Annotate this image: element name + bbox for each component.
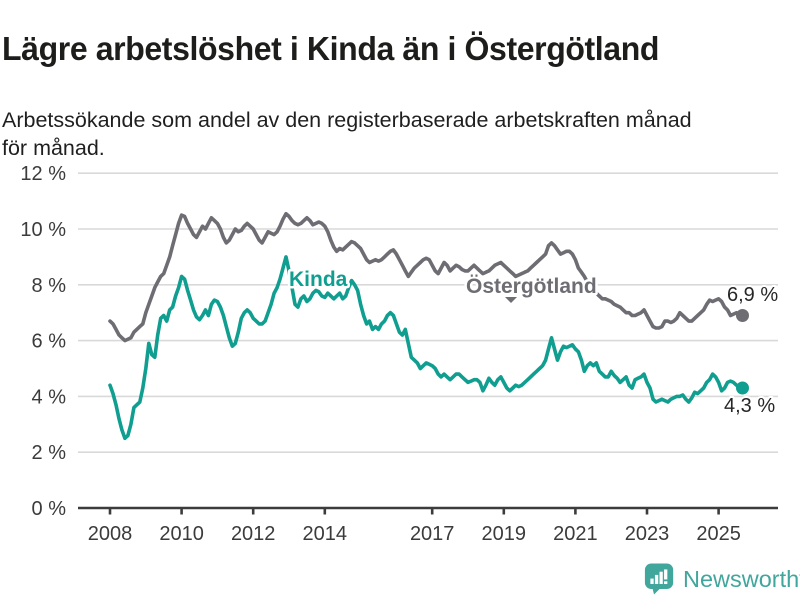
- y-tick-label: 12 %: [20, 163, 66, 185]
- logo-bar-short: [650, 578, 654, 585]
- logo-exclamation-dot: [664, 581, 668, 585]
- y-tick-label: 4 %: [32, 386, 67, 408]
- y-tick-label: 10 %: [20, 219, 66, 241]
- logo-bar-tall: [659, 571, 663, 585]
- x-tick-label: 2014: [303, 523, 348, 545]
- y-tick-label: 8 %: [32, 275, 67, 297]
- y-tick-label: 0 %: [32, 498, 67, 520]
- x-tick-label: 2021: [553, 523, 598, 545]
- series-end-dot-kinda: [736, 381, 749, 395]
- end-value-label-ostergotland: 6,9 %: [727, 284, 778, 306]
- x-tick-label: 2019: [482, 523, 527, 545]
- series-end-dot-ostergotland: [736, 309, 749, 322]
- logo-bar-medium: [654, 574, 659, 585]
- y-tick-label: 2 %: [32, 442, 67, 464]
- logo-exclamation-bar: [664, 569, 668, 580]
- series-label-ostergotland: Östergötland: [466, 275, 597, 298]
- y-tick-label: 6 %: [32, 331, 67, 353]
- x-tick-label: 2012: [231, 523, 276, 545]
- newsworthy-wordmark: Newsworthy: [683, 565, 800, 592]
- series-line-kinda: [108, 255, 745, 441]
- newsworthy-logo[interactable]: Newsworthy: [644, 562, 800, 596]
- series-label-kinda: Kinda: [289, 268, 348, 291]
- series-label-pointer-ostergotland: [505, 297, 517, 303]
- x-tick-label: 2017: [410, 523, 455, 545]
- x-tick-label: 2023: [625, 523, 670, 545]
- end-value-label-kinda: 4,3 %: [724, 395, 775, 417]
- x-tick-label: 2008: [88, 523, 133, 545]
- series-line-ostergotland: [108, 211, 745, 343]
- newsworthy-bubble-icon: [644, 563, 674, 595]
- x-tick-label: 2010: [159, 523, 204, 545]
- page-subtitle: Arbetssökande som andel av den registerb…: [2, 107, 692, 160]
- x-tick-label: 2025: [696, 523, 741, 545]
- page-title: Lägre arbetslöshet i Kinda än i Östergöt…: [2, 30, 660, 68]
